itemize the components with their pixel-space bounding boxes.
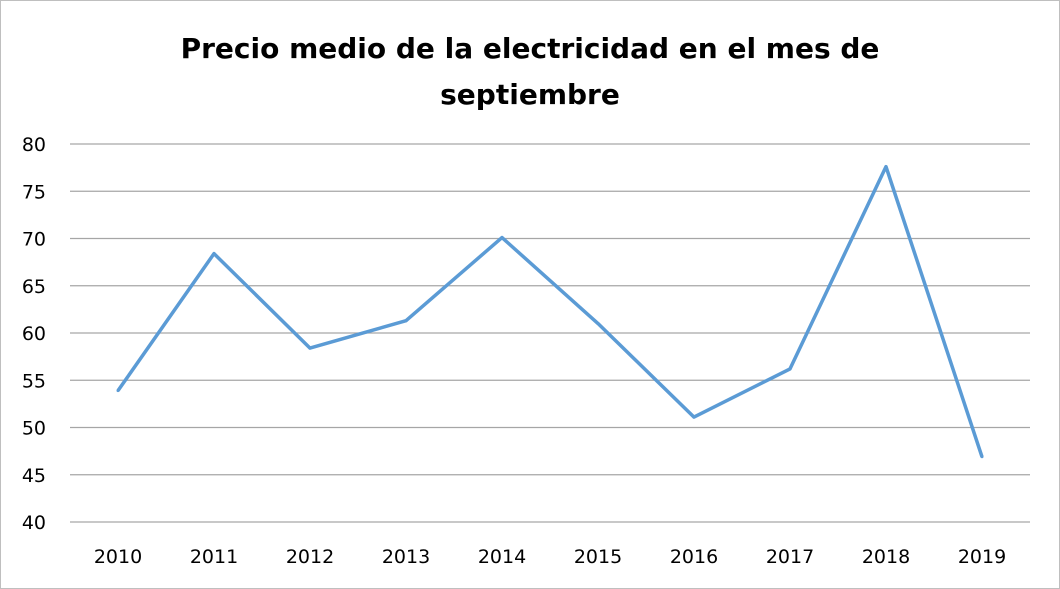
data-point	[308, 346, 312, 350]
x-tick-label: 2013	[382, 546, 430, 568]
data-point	[980, 455, 984, 459]
chart-title-line-2: septiembre	[440, 78, 620, 111]
chart-title-line-1: Precio medio de la electricidad en el me…	[180, 32, 880, 65]
y-tick-label: 75	[22, 181, 46, 203]
data-point	[404, 319, 408, 323]
x-tick-label: 2017	[766, 546, 814, 568]
y-tick-label: 55	[22, 370, 46, 392]
chart-title: Precio medio de la electricidad en el me…	[0, 26, 1060, 118]
y-tick-label: 80	[22, 134, 46, 156]
data-point	[212, 252, 216, 256]
data-point	[692, 415, 696, 419]
data-point	[596, 322, 600, 326]
y-tick-label: 50	[22, 418, 46, 440]
x-tick-label: 2014	[478, 546, 526, 568]
y-tick-label: 70	[22, 229, 46, 251]
x-tick-label: 2019	[958, 546, 1006, 568]
series-line	[116, 164, 984, 458]
x-tick-label: 2011	[190, 546, 238, 568]
y-tick-label: 40	[22, 512, 46, 534]
data-point	[884, 165, 888, 169]
data-point	[116, 389, 120, 393]
x-tick-label: 2012	[286, 546, 334, 568]
y-tick-label: 45	[22, 465, 46, 487]
y-tick-label: 65	[22, 276, 46, 298]
data-point	[500, 236, 504, 240]
x-tick-label: 2018	[862, 546, 910, 568]
data-point	[788, 367, 792, 371]
x-tick-label: 2015	[574, 546, 622, 568]
x-tick-label: 2016	[670, 546, 718, 568]
x-tick-label: 2010	[94, 546, 142, 568]
y-tick-label: 60	[22, 323, 46, 345]
